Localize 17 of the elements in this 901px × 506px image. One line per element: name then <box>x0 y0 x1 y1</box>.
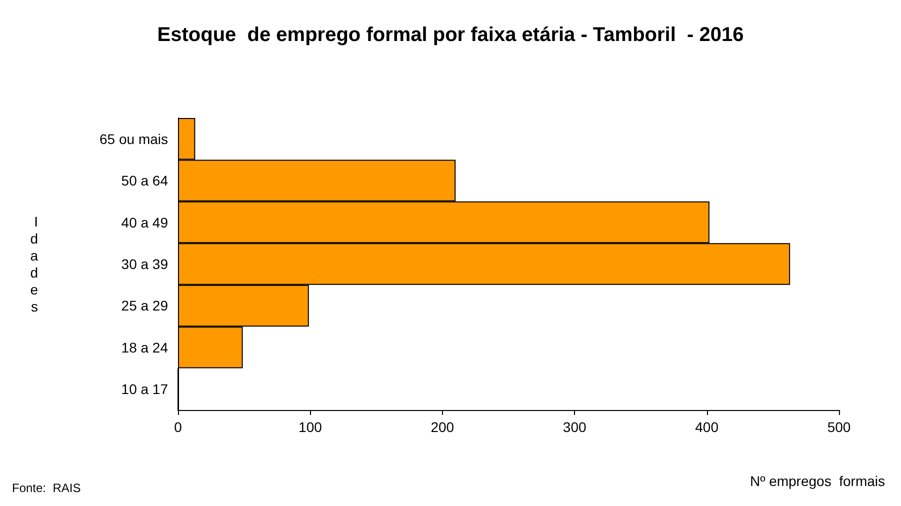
y-axis-title: Idades <box>30 214 38 314</box>
x-tick-label: 500 <box>827 419 851 435</box>
y-tick-label: 18 a 24 <box>121 339 168 356</box>
x-tick-label: 200 <box>430 419 454 435</box>
chart-title: Estoque de emprego formal por faixa etária - Tamboril - 2016 <box>157 24 744 46</box>
y-tick-label: 65 ou mais <box>100 130 168 147</box>
x-tick-label: 100 <box>298 419 322 435</box>
y-tick-label: 25 a 29 <box>121 298 168 314</box>
x-axis-title: Nº empregos formais <box>750 473 886 489</box>
x-tick-label: 0 <box>174 419 182 435</box>
y-tick-label: 50 a 64 <box>121 172 168 189</box>
y-tick-label: 10 a 17 <box>121 381 168 398</box>
y-tick-label: 30 a 39 <box>121 256 168 272</box>
x-tick-label: 300 <box>562 419 586 435</box>
x-tick-label: 400 <box>695 419 719 435</box>
y-tick-label: 40 a 49 <box>121 214 168 230</box>
source-note: Fonte: RAIS <box>12 481 81 495</box>
